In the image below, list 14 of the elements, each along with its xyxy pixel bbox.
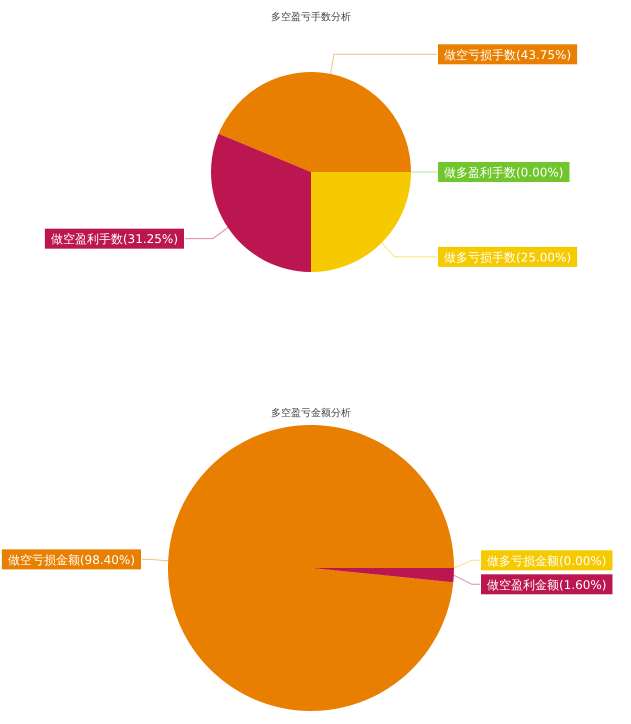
legend-label: 做多盈利手数: [444, 166, 516, 180]
slice-label: 做空盈利金额: [487, 578, 559, 592]
chart-title: 多空盈亏金额分析: [271, 407, 351, 419]
data-label: (1.60%): [559, 578, 606, 592]
chart-title: 多空盈亏手数分析: [271, 11, 351, 23]
data-label: (31.25%): [122, 232, 178, 246]
data-label: (98.40%): [80, 552, 135, 567]
data-label: (25.00%): [516, 250, 572, 264]
legend-label: 做多亏损金额: [487, 554, 559, 568]
slice-label: 做空亏损金额: [8, 552, 80, 567]
data-label: (43.75%): [516, 48, 572, 62]
slice-label: 做空亏损手数: [444, 48, 516, 62]
slice-label: 做空盈利手数: [50, 232, 123, 246]
slice-label: 做多亏损手数: [444, 250, 516, 264]
